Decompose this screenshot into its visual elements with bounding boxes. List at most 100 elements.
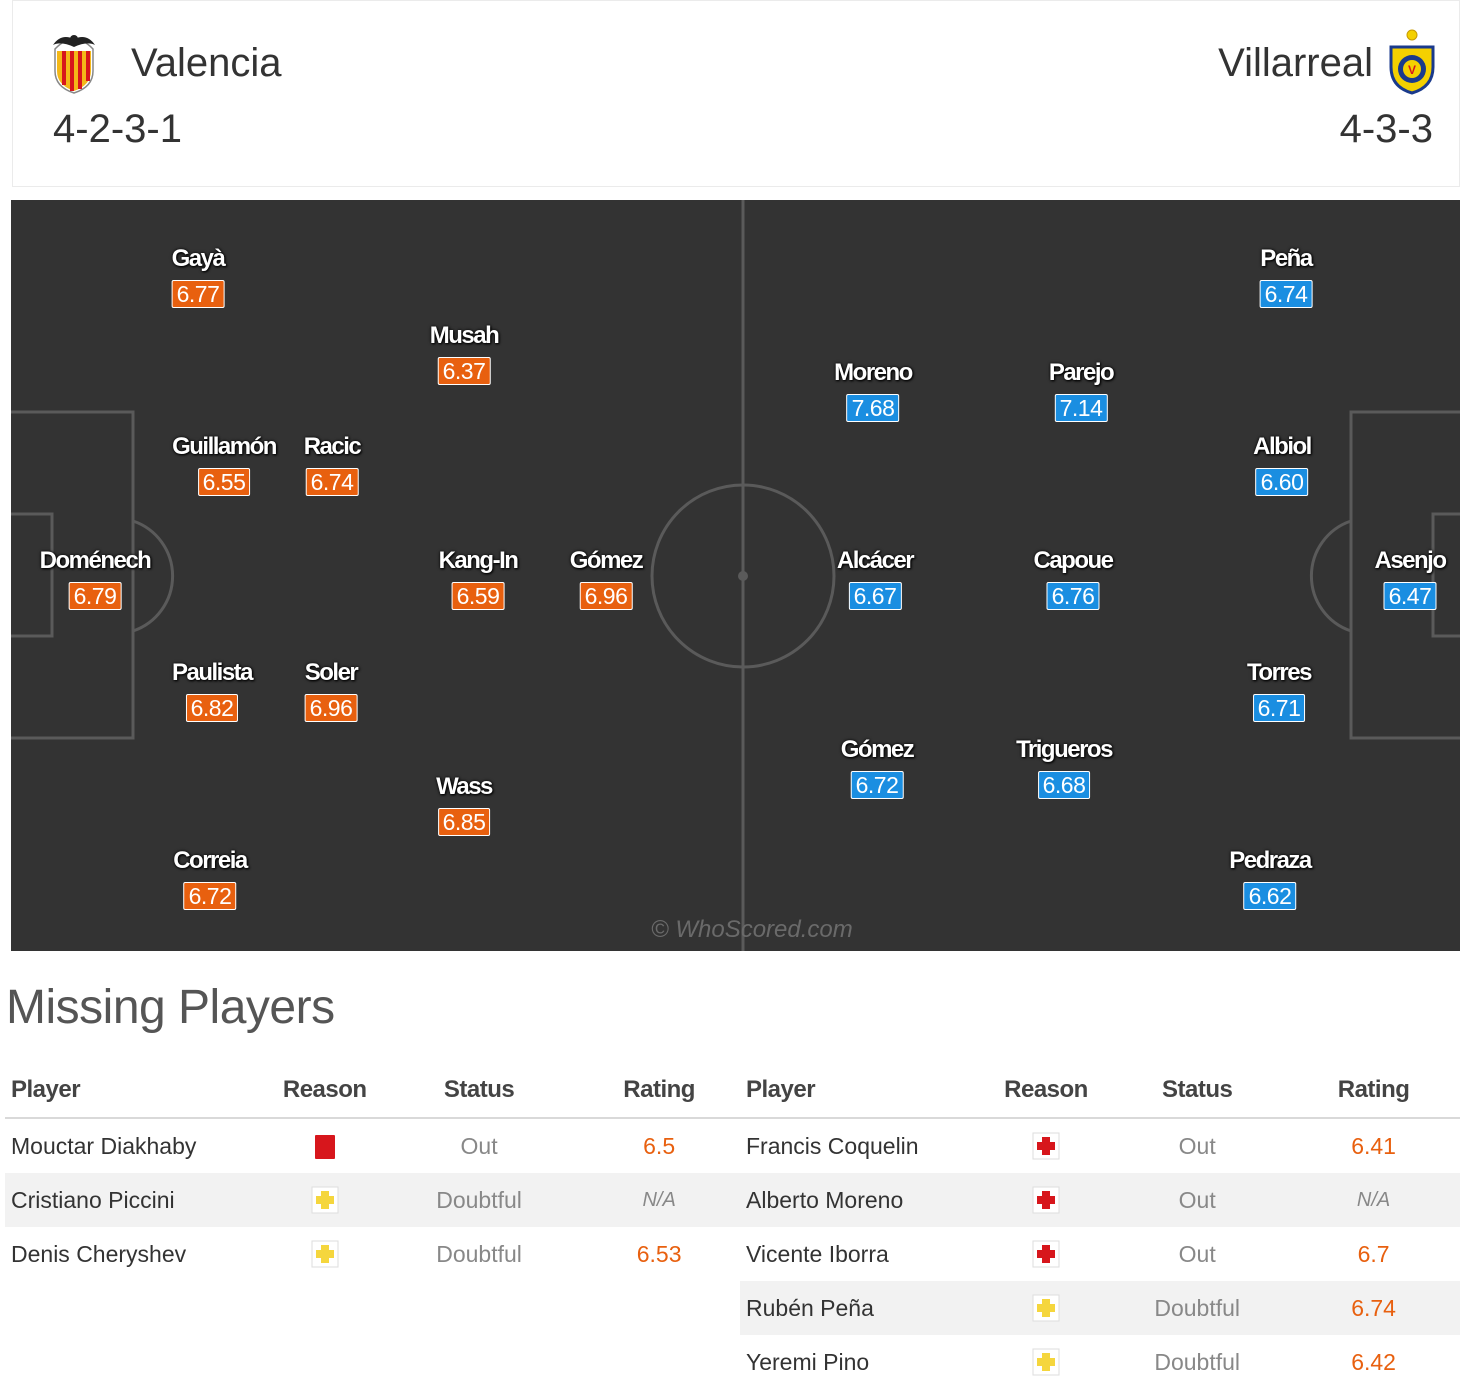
- home-formation: 4-2-3-1: [53, 107, 182, 151]
- player-name-cell[interactable]: Rubén Peña: [740, 1281, 985, 1335]
- match-header: Valencia 4-2-3-1 Villarreal 4-3-3 V: [12, 0, 1460, 187]
- rating-cell: N/A: [1287, 1173, 1460, 1227]
- svg-text:V: V: [1408, 63, 1416, 77]
- away-formation: 4-3-3: [1339, 107, 1433, 151]
- rating-cell: 6.42: [1351, 1348, 1396, 1375]
- player-name: Correia: [173, 847, 248, 874]
- player-name-cell[interactable]: Mouctar Diakhaby: [11, 1132, 197, 1159]
- player-rating: 6.59: [451, 582, 505, 610]
- home-player[interactable]: Guillamón 6.55: [172, 432, 277, 496]
- home-player[interactable]: Soler 6.96: [304, 658, 359, 722]
- home-player[interactable]: Paulista 6.82: [172, 658, 254, 722]
- away-player[interactable]: Trigueros 6.68: [1016, 735, 1113, 799]
- column-header-reason[interactable]: Reason: [984, 1062, 1108, 1119]
- home-missing-table: Player Reason Status Rating Mouctar Diak…: [5, 1062, 740, 1281]
- away-player[interactable]: Asenjo 6.47: [1374, 546, 1447, 610]
- away-missing-table: Player Reason Status Rating Francis Coqu…: [740, 1062, 1460, 1389]
- home-player[interactable]: Correia 6.72: [173, 846, 248, 910]
- player-name: Soler: [304, 659, 359, 686]
- whoscored-watermark: © WhoScored.com: [651, 916, 853, 943]
- column-header-rating[interactable]: Rating: [578, 1062, 740, 1119]
- player-name: Gómez: [840, 736, 915, 763]
- player-name: Albiol: [1253, 433, 1312, 460]
- player-name: Racic: [303, 433, 362, 460]
- away-player[interactable]: Torres 6.71: [1247, 658, 1312, 722]
- player-rating: 6.67: [848, 582, 902, 610]
- player-name: Doménech: [39, 547, 152, 574]
- home-player[interactable]: Doménech 6.79: [39, 546, 152, 610]
- away-player[interactable]: Gómez 6.72: [840, 735, 915, 799]
- player-name-cell[interactable]: Denis Cheryshev: [11, 1240, 187, 1267]
- table-row: Francis Coquelin Out 6.41: [740, 1118, 1460, 1173]
- injury-out-icon: [1032, 1132, 1060, 1160]
- column-header-reason[interactable]: Reason: [269, 1062, 380, 1119]
- player-rating: 6.37: [437, 357, 491, 385]
- status-cell: Out: [1178, 1240, 1216, 1267]
- player-rating: 6.96: [304, 694, 358, 722]
- away-player[interactable]: Capoue 6.76: [1033, 546, 1114, 610]
- player-name: Moreno: [834, 359, 913, 386]
- away-team-name[interactable]: Villarreal: [1218, 41, 1373, 85]
- player-rating: 6.82: [185, 694, 239, 722]
- away-player[interactable]: Parejo 7.14: [1048, 358, 1115, 422]
- status-cell: Doubtful: [1154, 1348, 1241, 1375]
- red-card-icon: [314, 1135, 335, 1160]
- table-row: Cristiano Piccini Doubtful N/A: [5, 1173, 740, 1227]
- column-header-status[interactable]: Status: [1107, 1062, 1288, 1119]
- player-name: Musah: [429, 322, 500, 349]
- status-cell: Out: [1107, 1173, 1288, 1227]
- rating-cell: 6.7: [1357, 1240, 1390, 1267]
- player-rating: 7.68: [846, 394, 900, 422]
- rating-cell: 6.74: [1287, 1281, 1460, 1335]
- home-player[interactable]: Wass 6.85: [436, 772, 493, 836]
- away-player[interactable]: Peña 6.74: [1259, 244, 1313, 308]
- player-rating: 6.96: [579, 582, 633, 610]
- player-name-cell[interactable]: Yeremi Pino: [746, 1348, 870, 1375]
- table-row: Vicente Iborra Out 6.7: [740, 1227, 1460, 1281]
- home-team-name[interactable]: Valencia: [131, 41, 282, 85]
- player-rating: 6.74: [1259, 280, 1313, 308]
- lineup-pitch: Gayà 6.77 Musah 6.37 Guillamón 6.55 Raci…: [11, 200, 1460, 951]
- player-name: Gayà: [171, 245, 226, 272]
- player-name-cell[interactable]: Alberto Moreno: [740, 1173, 985, 1227]
- away-player[interactable]: Moreno 7.68: [834, 358, 913, 422]
- rating-cell: 6.41: [1351, 1132, 1396, 1159]
- injury-out-icon: [1032, 1186, 1060, 1214]
- player-name: Parejo: [1048, 359, 1115, 386]
- player-name-cell[interactable]: Vicente Iborra: [746, 1240, 889, 1267]
- table-row: Rubén Peña Doubtful 6.74: [740, 1281, 1460, 1335]
- valencia-crest-icon: [53, 35, 95, 94]
- away-player[interactable]: Pedraza 6.62: [1229, 846, 1312, 910]
- player-rating: 6.85: [437, 808, 491, 836]
- player-rating: 6.77: [171, 280, 225, 308]
- status-cell: Out: [460, 1132, 498, 1159]
- missing-players-title: Missing Players: [6, 981, 335, 1034]
- away-player[interactable]: Albiol 6.60: [1253, 432, 1312, 496]
- injury-doubtful-icon: [1032, 1348, 1060, 1376]
- table-row: Denis Cheryshev Doubtful 6.53: [5, 1227, 740, 1281]
- home-player[interactable]: Racic 6.74: [303, 432, 362, 496]
- player-rating: 6.55: [197, 468, 251, 496]
- pitch-markings: [11, 200, 1460, 951]
- column-header-player[interactable]: Player: [740, 1062, 985, 1119]
- column-header-player[interactable]: Player: [5, 1062, 270, 1119]
- home-player[interactable]: Musah 6.37: [429, 321, 500, 385]
- player-rating: 6.79: [68, 582, 122, 610]
- column-header-rating[interactable]: Rating: [1287, 1062, 1460, 1119]
- player-name: Torres: [1247, 659, 1312, 686]
- player-name-cell[interactable]: Cristiano Piccini: [5, 1173, 270, 1227]
- player-name: Trigueros: [1016, 736, 1113, 763]
- home-player[interactable]: Kang-In 6.59: [439, 546, 519, 610]
- table-row: Yeremi Pino Doubtful 6.42: [740, 1335, 1460, 1389]
- player-name-cell[interactable]: Francis Coquelin: [746, 1132, 919, 1159]
- player-rating: 6.68: [1037, 771, 1091, 799]
- status-cell: Doubtful: [436, 1240, 522, 1267]
- column-header-status[interactable]: Status: [379, 1062, 579, 1119]
- player-rating: 6.71: [1252, 694, 1306, 722]
- player-name: Asenjo: [1374, 547, 1447, 574]
- rating-cell: N/A: [578, 1173, 740, 1227]
- home-player[interactable]: Gayà 6.77: [171, 244, 226, 308]
- home-player[interactable]: Gómez 6.96: [570, 546, 644, 610]
- away-player[interactable]: Alcácer 6.67: [837, 546, 915, 610]
- player-rating: 6.76: [1046, 582, 1100, 610]
